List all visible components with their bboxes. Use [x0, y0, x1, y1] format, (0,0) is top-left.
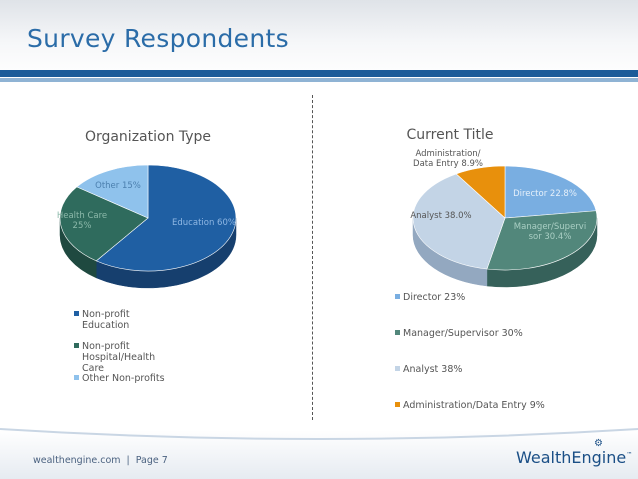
slice-label: Health Care 25% — [57, 211, 107, 231]
footer-page: Page 7 — [135, 455, 168, 466]
slice-label: Administration/Data Entry 8.9% — [413, 149, 483, 169]
footer-separator: | — [126, 455, 130, 466]
slice-label: Director 22.8% — [513, 189, 577, 199]
pie-tops — [412, 165, 598, 271]
pie-slice — [486, 210, 598, 271]
legend-label: Director 23% — [403, 292, 465, 303]
chart-title: Current Title — [406, 127, 493, 143]
legend-swatch — [74, 375, 79, 380]
legend-swatch — [395, 330, 400, 335]
page-title: Survey Respondents — [27, 24, 289, 53]
legend-swatch — [74, 343, 79, 348]
slice-label: Analyst 38.0% — [410, 211, 471, 221]
current-title-chart: Current Title Director 22.8% Director 23% M… — [395, 127, 598, 411]
organization-type-chart: Organization Type Education 60% Non-profit… — [57, 129, 237, 384]
legend-label: Non-profit Education — [82, 309, 130, 331]
wealthengine-logo: WealthEngine™ — [516, 448, 632, 467]
pie-slice — [95, 164, 237, 272]
pie-slice — [455, 165, 506, 219]
header-rule-dark — [0, 70, 638, 77]
slice-label: Other 15% — [95, 181, 141, 191]
slice-label: Manager/Supervi sor 30.4% — [514, 222, 586, 242]
legend-label: Other Non-profits — [82, 373, 165, 384]
footer-text: wealthengine.com | Page 7 — [33, 455, 168, 466]
footer-site: wealthengine.com — [33, 455, 121, 466]
logo-tm: ™ — [626, 451, 633, 459]
footer-curve — [0, 428, 638, 440]
header-band — [0, 0, 638, 78]
legend-swatch — [74, 311, 79, 316]
pie-slice — [59, 186, 149, 262]
chart-title: Organization Type — [85, 129, 211, 145]
pie-slice — [504, 165, 597, 219]
legend-label: Non-profit Hospital/Health Care — [82, 341, 155, 374]
legend-label: Administration/Data Entry 9% — [403, 400, 545, 411]
legend-label: Analyst 38% — [403, 364, 462, 375]
legend-label: Manager/Supervisor 30% — [403, 328, 523, 339]
legend-swatch — [395, 366, 400, 371]
pie-slice — [412, 173, 506, 270]
pie-tops — [59, 164, 237, 272]
chart-divider — [312, 95, 313, 420]
header-rule-light — [0, 78, 638, 82]
logo-text: WealthEngine — [516, 448, 627, 467]
gear-icon: ⚙ — [594, 438, 603, 449]
legend-swatch — [395, 402, 400, 407]
slice-label: Education 60% — [172, 218, 236, 228]
pie-slice — [76, 164, 149, 219]
legend-swatch — [395, 294, 400, 299]
